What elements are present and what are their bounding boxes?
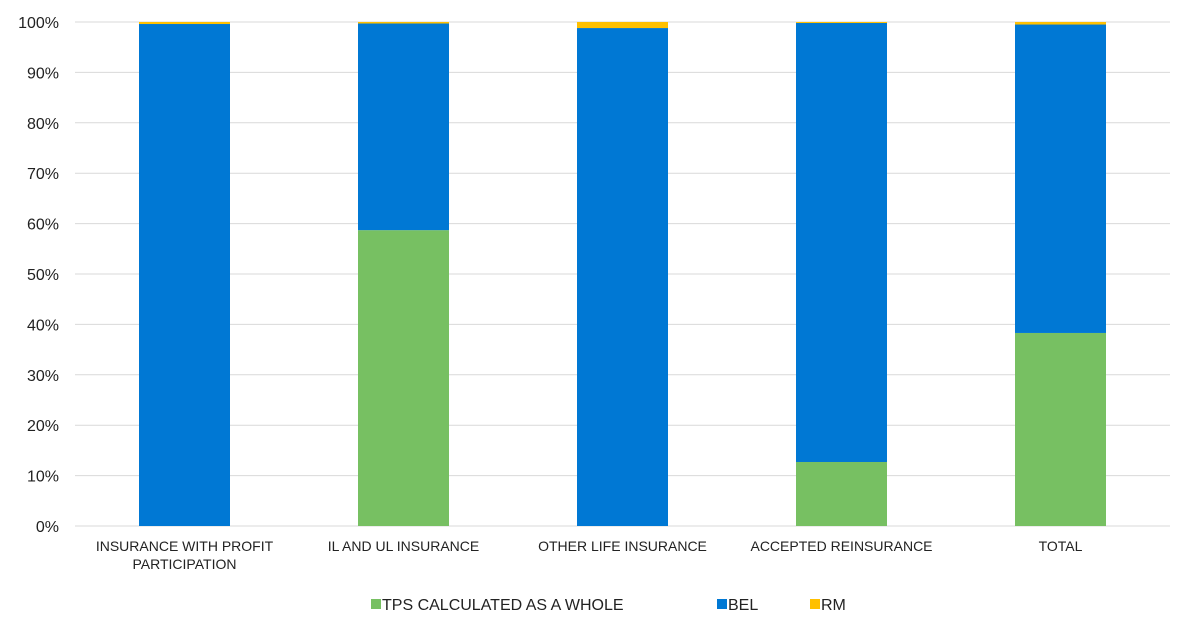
x-category-label: TOTAL xyxy=(1039,538,1083,554)
y-tick-label: 70% xyxy=(27,166,59,183)
y-tick-label: 20% xyxy=(27,418,59,435)
y-tick-label: 50% xyxy=(27,267,59,284)
x-category-label: INSURANCE WITH PROFIT xyxy=(96,538,274,554)
bar-segment-bel xyxy=(796,23,887,462)
legend: TPS CALCULATED AS A WHOLE BEL RM xyxy=(371,597,846,614)
y-tick-label: 30% xyxy=(27,368,59,385)
bars xyxy=(139,22,1106,527)
bar-segment-rm xyxy=(1015,22,1106,25)
bar-segment-bel xyxy=(1015,24,1106,333)
bar-segment-rm xyxy=(577,22,668,29)
x-category-label: IL AND UL INSURANCE xyxy=(328,538,479,554)
legend-swatch xyxy=(717,599,727,609)
bar-segment-rm xyxy=(139,22,230,25)
bar-segment-tps xyxy=(1015,332,1106,526)
legend-label: TPS CALCULATED AS A WHOLE xyxy=(382,597,624,614)
legend-label: RM xyxy=(821,597,846,614)
bar-segment-tps xyxy=(358,230,449,527)
bar-segment-rm xyxy=(358,22,449,24)
legend-swatch xyxy=(371,599,381,609)
y-tick-label: 10% xyxy=(27,469,59,486)
legend-swatch xyxy=(810,599,820,609)
y-tick-label: 40% xyxy=(27,317,59,334)
y-tick-label: 60% xyxy=(27,217,59,234)
x-axis-labels: INSURANCE WITH PROFIT PARTICIPATION IL AND… xyxy=(96,538,1083,572)
bar-segment-tps xyxy=(796,461,887,526)
bar-segment-bel xyxy=(139,24,230,527)
y-tick-label: 80% xyxy=(27,116,59,133)
bar-segment-rm xyxy=(796,22,887,24)
legend-label: BEL xyxy=(728,597,758,614)
x-category-label: ACCEPTED REINSURANCE xyxy=(750,538,932,554)
x-category-label: PARTICIPATION xyxy=(133,556,237,572)
bar-segment-bel xyxy=(577,28,668,526)
y-tick-label: 90% xyxy=(27,65,59,82)
y-tick-label: 100% xyxy=(18,15,59,32)
y-axis-ticks: 0% 10% 20% 30% 40% 50% 60% 70% 80% 90% 100% xyxy=(18,15,59,536)
bar-segment-bel xyxy=(358,23,449,231)
y-tick-label: 0% xyxy=(36,519,59,536)
x-category-label: OTHER LIFE INSURANCE xyxy=(538,538,707,554)
